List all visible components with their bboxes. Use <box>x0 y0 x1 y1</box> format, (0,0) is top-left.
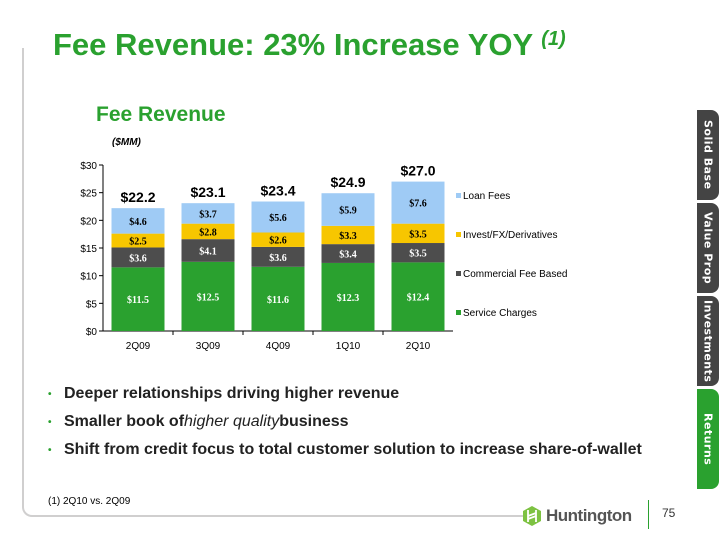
chart-title: Fee Revenue <box>96 103 226 126</box>
total-label: $23.1 <box>190 184 225 200</box>
data-label: $3.3 <box>339 231 357 242</box>
bar-segment <box>321 244 375 263</box>
total-label: $24.9 <box>330 174 365 190</box>
x-tick-label: 3Q09 <box>196 341 221 352</box>
stacked-bar-chart: $0 $5 $10 $15 $20 $25 $30 2Q09 $11.5 $3.6 $2.5 $4.6… <box>80 161 567 352</box>
legend-label: Service Charges <box>463 308 537 319</box>
bar-segment <box>111 233 165 248</box>
bar-segment <box>111 247 165 268</box>
bar-segment <box>391 262 445 331</box>
data-label: $4.1 <box>199 246 217 257</box>
bar-segment <box>251 266 305 331</box>
y-tick-label: $0 <box>86 327 98 338</box>
data-label: $5.9 <box>339 206 357 217</box>
total-label: $23.4 <box>260 183 295 199</box>
bullet-list: • Deeper relationships driving higher rev… <box>48 380 642 464</box>
legend-swatch <box>456 232 461 237</box>
legend-label: Invest/FX/Derivatives <box>463 230 557 241</box>
legend-label: Loan Fees <box>463 191 510 202</box>
legend-swatch <box>456 193 461 198</box>
tab-solid-base[interactable]: Solid Base <box>697 110 719 200</box>
data-label: $12.3 <box>337 293 360 304</box>
total-label: $22.2 <box>120 189 155 205</box>
data-label: $2.5 <box>129 237 147 248</box>
y-tick-label: $25 <box>80 189 97 200</box>
bar-segment <box>391 181 445 224</box>
bullet-item: • Smaller book of higher quality business <box>48 413 349 430</box>
data-label: $3.6 <box>269 253 287 264</box>
data-label: $2.6 <box>269 236 287 247</box>
huntington-logo: Huntington <box>522 505 632 527</box>
tab-investments[interactable]: Investments <box>697 296 719 386</box>
data-label: $3.5 <box>409 229 427 240</box>
data-label: $7.6 <box>409 199 427 210</box>
bar-segment <box>251 201 305 233</box>
page-number: 75 <box>662 506 676 520</box>
bar-segment <box>251 232 305 247</box>
tab-returns[interactable]: Returns <box>697 389 719 489</box>
y-tick-label: $30 <box>80 161 97 172</box>
bar-segment <box>181 203 235 224</box>
x-tick-label: 2Q10 <box>406 341 431 352</box>
data-label: $3.6 <box>129 253 147 264</box>
data-label: $12.4 <box>407 293 430 304</box>
logo-icon <box>523 506 541 526</box>
bar-segment <box>181 223 235 240</box>
total-label: $27.0 <box>400 163 435 179</box>
x-tick-label: 1Q10 <box>336 341 361 352</box>
bar-segment <box>251 246 305 267</box>
legend-swatch <box>456 271 461 276</box>
slide-frame <box>22 48 524 517</box>
divider <box>648 500 649 529</box>
legend-label: Commercial Fee Based <box>463 269 567 280</box>
data-label: $3.7 <box>199 209 217 220</box>
data-label: $3.5 <box>409 249 427 260</box>
legend-swatch <box>456 310 461 315</box>
y-tick-label: $15 <box>80 244 97 255</box>
chart-units: ($MM) <box>112 137 141 148</box>
data-label: $11.5 <box>127 295 149 306</box>
bar-segment <box>321 225 375 245</box>
data-label: $11.6 <box>267 295 289 306</box>
bar-segment <box>321 262 375 331</box>
data-label: $3.4 <box>339 250 357 261</box>
bar-segment <box>391 243 445 263</box>
x-tick-label: 2Q09 <box>126 341 151 352</box>
bar-segment <box>391 223 445 244</box>
bar-segment <box>181 261 235 331</box>
data-label: $5.6 <box>269 213 287 224</box>
y-tick-label: $20 <box>80 216 97 227</box>
bullet-item: • Deeper relationships driving higher rev… <box>48 385 400 402</box>
tab-value-prop[interactable]: Value Prop <box>697 203 719 293</box>
slide-title: Fee Revenue: 23% Increase YOY (1) <box>53 27 566 62</box>
data-label: $4.6 <box>129 217 147 228</box>
data-label: $12.5 <box>197 292 220 303</box>
data-label: $2.8 <box>199 227 217 238</box>
y-tick-label: $5 <box>86 299 98 310</box>
footnote: (1) 2Q10 vs. 2Q09 <box>48 496 131 507</box>
bar-segment <box>321 193 375 226</box>
y-tick-label: $10 <box>80 272 97 283</box>
x-tick-label: 4Q09 <box>266 341 291 352</box>
bullet-item: • Shift from credit focus to total custom… <box>48 441 642 458</box>
bar-segment <box>111 267 165 331</box>
bar-segment <box>111 208 165 234</box>
bar-segment <box>181 239 235 262</box>
